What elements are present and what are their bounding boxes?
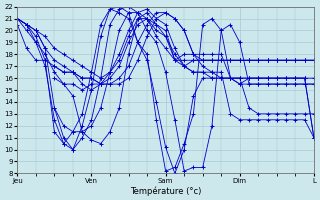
X-axis label: Température (°c): Température (°c) xyxy=(130,186,201,196)
